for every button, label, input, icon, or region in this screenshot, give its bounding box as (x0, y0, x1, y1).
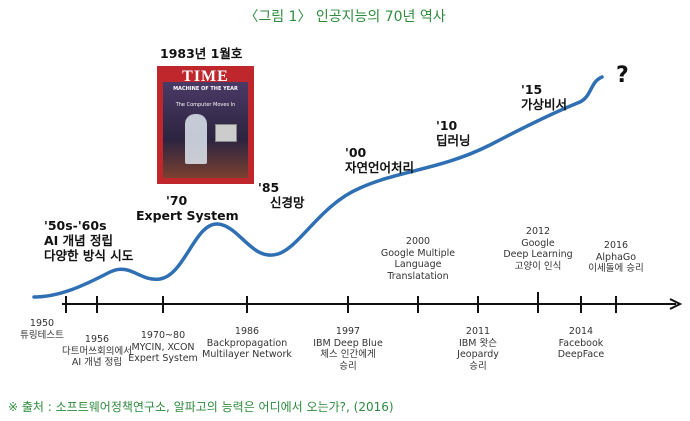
event-text: 이세돌에 승리 (588, 263, 644, 274)
progress-curve (32, 75, 604, 299)
event-text: Multilayer Network (202, 349, 292, 360)
timeline-event: 2000 Google Multiple Language Translatation (381, 236, 455, 282)
timeline-event: 1956 다트머쓰회의에서 AI 개념 정립 (62, 334, 132, 369)
era-1985: '85 신경망 (258, 180, 305, 210)
cover-label: MACHINE OF THE YEAR (173, 86, 238, 92)
event-text: 승리 (339, 360, 357, 372)
event-text: Google (521, 237, 555, 249)
event-text: Translatation (387, 270, 449, 282)
timeline-event: 2012 Google Deep Learning 고양이 인식 (503, 226, 572, 272)
axis-arrowhead (669, 298, 683, 310)
event-year: 2012 (525, 226, 551, 237)
cover-masthead: TIME (182, 68, 229, 85)
event-text: 다트머쓰회의에서 (62, 345, 132, 357)
event-text: Language (394, 259, 442, 270)
event-year: 1970~80 (140, 330, 186, 341)
event-year: 2000 (405, 236, 431, 247)
event-year: 1997 (335, 326, 361, 337)
source-note: ※ 출처 : 소프트웨어정책연구소, 알파고의 능력은 어디에서 오는가?, (… (8, 400, 394, 414)
event-text: 고양이 인식 (514, 260, 562, 272)
figure-title: 〈그림 1〉 인공지능의 70년 역사 (244, 9, 446, 25)
event-text: MYCIN, XCON (131, 341, 195, 353)
event-text: IBM 왓슨 (458, 337, 498, 349)
timeline-event: 1986 Backpropagation Multilayer Network (202, 326, 292, 361)
era-2010: '10 딥러닝 (436, 118, 471, 148)
cover-computer (215, 124, 237, 142)
event-year: 2016 (603, 240, 629, 251)
timeline-event: 1970~80 MYCIN, XCON Expert System (128, 330, 198, 365)
era-future-question: ? (616, 63, 629, 88)
event-year: 2011 (465, 326, 491, 337)
event-year: 1956 (84, 334, 110, 345)
time-magazine-cover: TIME MACHINE OF THE YEAR The Computer Mo… (157, 66, 254, 184)
cover-figure (185, 114, 207, 164)
timeline-event: 2014 Facebook DeepFace (558, 326, 605, 361)
event-text: Facebook (558, 337, 604, 349)
timeline-event: 1950 튜링테스트 (20, 318, 64, 341)
era-2000: '00 자연언어처리 (345, 145, 415, 175)
timeline-event: 1997 IBM Deep Blue 체스 인간에게 승리 (313, 326, 383, 372)
event-text: AlphaGo (595, 251, 637, 263)
cover-headline: The Computer Moves In (175, 102, 236, 108)
timeline-event: 2011 IBM 왓슨 Jeopardy 승리 (457, 326, 499, 372)
event-year: 1950 (29, 318, 55, 329)
event-text: AI 개념 정립 (71, 357, 123, 368)
era-2015: '15 가상비서 (521, 82, 568, 112)
event-text: Jeopardy (457, 349, 499, 360)
event-text: IBM Deep Blue (313, 337, 383, 349)
event-year: 2014 (568, 326, 594, 337)
event-text: 승리 (469, 360, 487, 372)
event-text: Backpropagation (206, 337, 288, 349)
era-1950s: '50s-'60s AI 개념 정립 다양한 방식 시도 (44, 218, 134, 263)
era-1970: '70 Expert System (136, 193, 239, 223)
event-text: Google Multiple (380, 247, 456, 259)
event-text: DeepFace (557, 349, 605, 360)
event-year: 1986 (234, 326, 260, 337)
event-text: Expert System (128, 353, 198, 364)
cover-caption: 1983년 1월호 (160, 46, 243, 61)
timeline-event: 2016 AlphaGo 이세돌에 승리 (588, 240, 643, 275)
event-text: Deep Learning (503, 249, 573, 260)
event-text: 체스 인간에게 (320, 349, 376, 360)
event-text: 튜링테스트 (20, 329, 64, 341)
